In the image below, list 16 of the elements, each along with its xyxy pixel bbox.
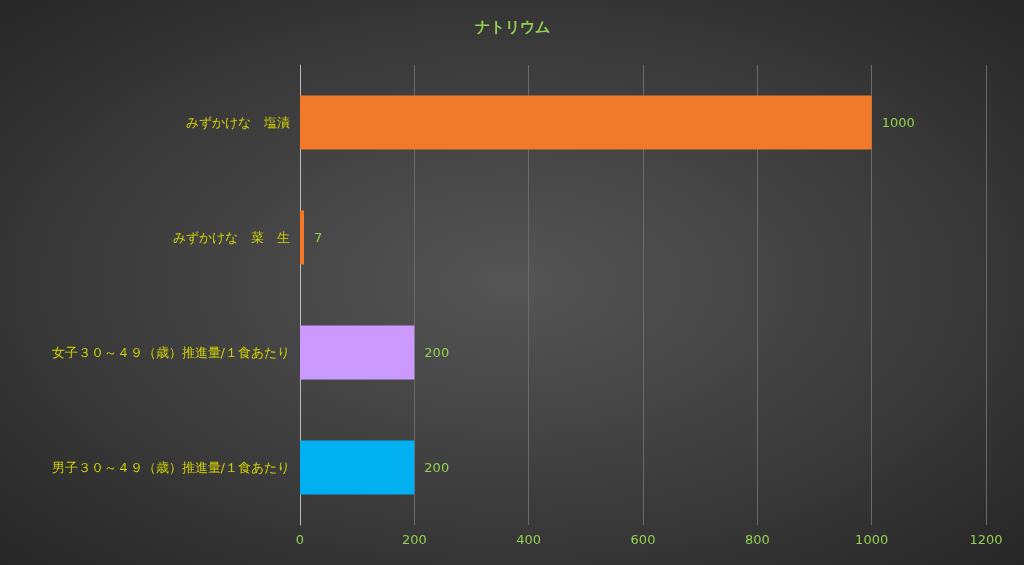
data-label: 1000 [881, 115, 915, 130]
x-tick-label: 1000 [855, 532, 889, 547]
y-tick-label: みずかけな 塩漬 [186, 115, 290, 130]
y-tick-label: みずかけな 菜 生 [173, 230, 290, 245]
chart-title: ナトリウム [474, 17, 550, 36]
y-tick-label: 女子３０～４９（歳）推進量/１食あたり [51, 345, 290, 360]
data-label: 200 [424, 460, 450, 475]
x-tick-label: 1200 [969, 532, 1003, 547]
x-tick-label: 400 [516, 532, 542, 547]
x-tick-label: 0 [295, 532, 305, 547]
data-label: 7 [314, 230, 323, 245]
x-tick-label: 800 [744, 532, 770, 547]
y-tick-label: 男子３０～４９（歳）推進量/１食あたり [51, 460, 290, 475]
data-label: 200 [424, 345, 450, 360]
x-tick-label: 200 [401, 532, 427, 547]
x-tick-label: 600 [630, 532, 656, 547]
